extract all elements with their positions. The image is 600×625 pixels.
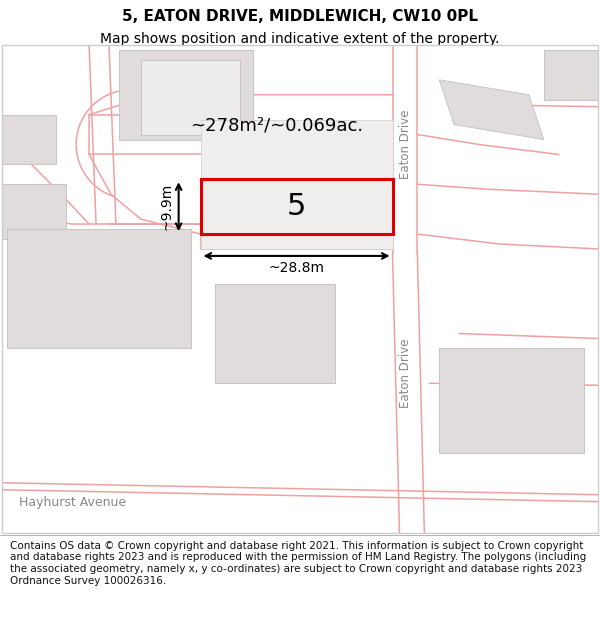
Bar	[439, 349, 584, 453]
Text: Eaton Drive: Eaton Drive	[399, 339, 412, 408]
Text: ~28.8m: ~28.8m	[269, 261, 325, 275]
Bar	[2, 184, 66, 239]
Bar	[544, 50, 598, 100]
Text: 5: 5	[287, 192, 306, 221]
Text: ~9.9m: ~9.9m	[160, 183, 173, 230]
Text: Contains OS data © Crown copyright and database right 2021. This information is : Contains OS data © Crown copyright and d…	[10, 541, 586, 586]
Polygon shape	[439, 80, 544, 139]
Text: ~278m²/~0.069ac.: ~278m²/~0.069ac.	[190, 116, 363, 134]
Text: Eaton Drive: Eaton Drive	[399, 110, 412, 179]
Text: Hayhurst Avenue: Hayhurst Avenue	[19, 496, 127, 509]
Bar	[119, 50, 253, 139]
Bar	[200, 119, 392, 249]
Bar	[2, 114, 56, 164]
Text: 5, EATON DRIVE, MIDDLEWICH, CW10 0PL: 5, EATON DRIVE, MIDDLEWICH, CW10 0PL	[122, 9, 478, 24]
Bar	[7, 229, 191, 349]
Bar	[200, 179, 392, 234]
Bar	[215, 284, 335, 383]
Bar	[141, 60, 241, 134]
Bar	[200, 179, 392, 234]
Text: Map shows position and indicative extent of the property.: Map shows position and indicative extent…	[100, 32, 500, 46]
